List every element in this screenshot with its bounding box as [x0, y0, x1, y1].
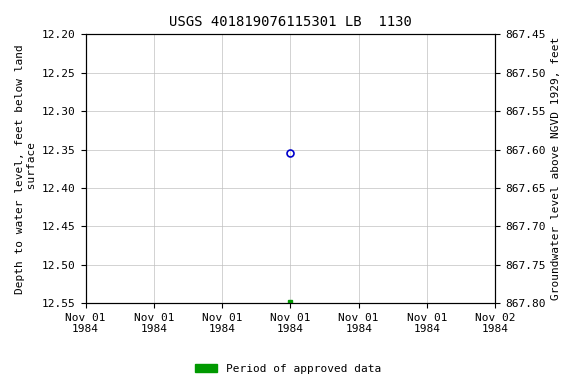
- Y-axis label: Depth to water level, feet below land
 surface: Depth to water level, feet below land su…: [15, 44, 37, 294]
- Y-axis label: Groundwater level above NGVD 1929, feet: Groundwater level above NGVD 1929, feet: [551, 37, 561, 300]
- Title: USGS 401819076115301 LB  1130: USGS 401819076115301 LB 1130: [169, 15, 412, 29]
- Legend: Period of approved data: Period of approved data: [191, 359, 385, 379]
